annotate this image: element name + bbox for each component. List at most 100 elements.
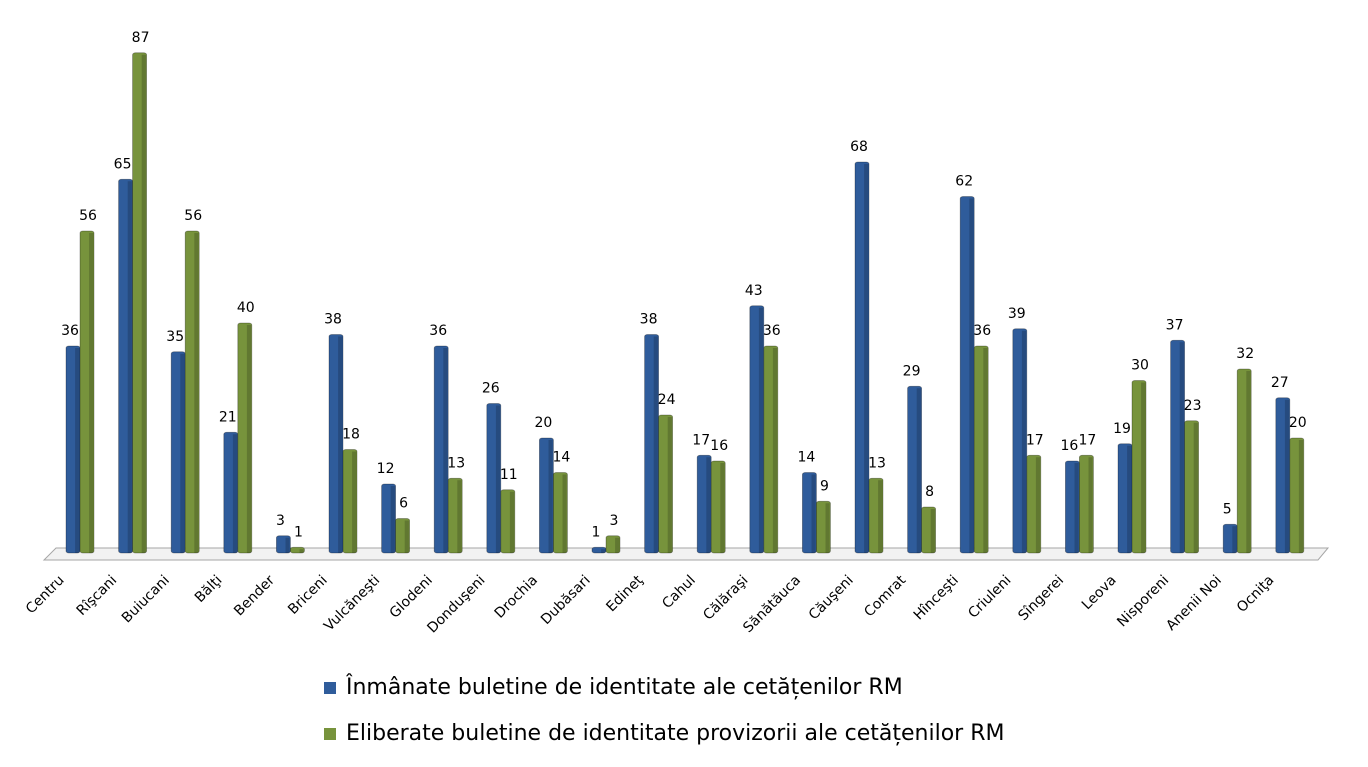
bar-shade: [1193, 422, 1198, 553]
legend-swatch: [324, 728, 336, 740]
data-label: 20: [1289, 415, 1307, 431]
bar-shade: [338, 336, 343, 553]
data-label: 19: [1113, 421, 1131, 437]
bar: [395, 518, 411, 554]
data-label: 9: [820, 478, 829, 494]
x-tick-label: Bender: [231, 572, 278, 619]
bar: [328, 334, 344, 554]
bar: [1236, 368, 1252, 554]
bar-shade: [404, 520, 409, 553]
bar: [342, 449, 358, 554]
bar-shade: [1021, 330, 1027, 553]
bar: [1184, 420, 1199, 554]
bar-shade: [758, 307, 764, 553]
bar: [973, 345, 989, 554]
data-label: 36: [61, 323, 79, 339]
data-label: 36: [763, 323, 781, 339]
data-label: 23: [1184, 398, 1202, 414]
floor: [42, 547, 1330, 561]
data-label: 37: [1166, 317, 1184, 333]
bar-shade: [562, 474, 567, 553]
data-label: 24: [658, 392, 676, 408]
bar-shade: [89, 233, 94, 553]
x-tick-label: Edineţ: [603, 572, 646, 615]
bar-shade: [667, 417, 672, 553]
bar: [132, 52, 148, 554]
bar: [658, 414, 673, 554]
x-tick-label: Briceni: [285, 572, 330, 617]
data-label: 87: [132, 30, 150, 46]
bar-shade: [706, 457, 711, 553]
data-label: 43: [745, 283, 763, 299]
data-label: 26: [482, 381, 500, 397]
data-label: 20: [534, 415, 552, 431]
bar: [381, 483, 397, 554]
data-label: 6: [399, 496, 408, 512]
bar: [237, 322, 253, 554]
x-tick-label: Criuleni: [965, 572, 1014, 621]
data-label: 65: [114, 156, 132, 172]
bar-shade: [653, 336, 658, 553]
x-tick-label: Sănătăuca: [740, 572, 804, 636]
bar: [1026, 454, 1042, 554]
bar-shade: [1074, 463, 1079, 553]
data-label: 62: [955, 174, 973, 190]
bar: [605, 535, 621, 554]
x-tick-label: Căuşeni: [806, 572, 857, 623]
x-tick-label: Hînceşti: [911, 572, 962, 623]
bar-shade: [548, 440, 553, 553]
bar: [553, 472, 568, 554]
bar-shade: [352, 451, 357, 553]
bar: [816, 500, 831, 554]
data-label: 39: [1008, 306, 1026, 322]
bar: [447, 477, 463, 554]
bar: [921, 506, 936, 554]
bar: [500, 489, 516, 554]
x-tick-label: Drochia: [492, 572, 541, 621]
legend-label: Înmânate buletine de identitate ale cetă…: [345, 674, 903, 700]
bar-shade: [285, 537, 290, 553]
data-label: 16: [710, 438, 728, 454]
bar: [710, 460, 726, 554]
data-label: 11: [500, 467, 518, 483]
bar-shade: [127, 181, 132, 553]
bar-shade: [601, 549, 606, 553]
data-label: 17: [1078, 432, 1096, 448]
bar: [868, 477, 884, 554]
bar: [486, 403, 502, 554]
bar-shade: [1246, 371, 1251, 553]
data-label: 18: [342, 427, 360, 443]
x-tick-label: Buiucani: [119, 572, 173, 626]
data-label: 32: [1236, 346, 1254, 362]
bar-shade: [811, 474, 816, 553]
bar-shade: [983, 348, 988, 553]
bar-shade: [194, 233, 199, 553]
data-label: 40: [237, 300, 255, 316]
bar: [433, 345, 449, 554]
bar-shade: [141, 54, 146, 553]
bar-shade: [916, 388, 921, 553]
x-tick-label: Sîngerei: [1015, 572, 1067, 624]
bar-shade: [457, 480, 462, 553]
bar-shade: [232, 434, 238, 553]
data-label: 14: [797, 450, 815, 466]
bar-shade: [443, 348, 448, 553]
bar-shade: [1298, 440, 1304, 553]
data-label: 5: [1223, 501, 1232, 517]
x-tick-label: Comrat: [861, 572, 909, 620]
bar: [854, 161, 870, 554]
bar-shade: [1141, 382, 1146, 553]
bar-shade: [720, 463, 725, 553]
data-label: 8: [925, 484, 934, 500]
data-label: 30: [1131, 358, 1149, 374]
bar-shade: [1035, 457, 1041, 553]
data-label: 56: [79, 208, 97, 224]
bar: [184, 230, 200, 554]
x-tick-label: Vulcăneşti: [321, 572, 383, 634]
bar: [275, 535, 291, 554]
data-label: 1: [294, 524, 303, 540]
bar-shade: [1179, 342, 1184, 553]
bar: [79, 230, 95, 554]
bar: [1131, 380, 1147, 554]
